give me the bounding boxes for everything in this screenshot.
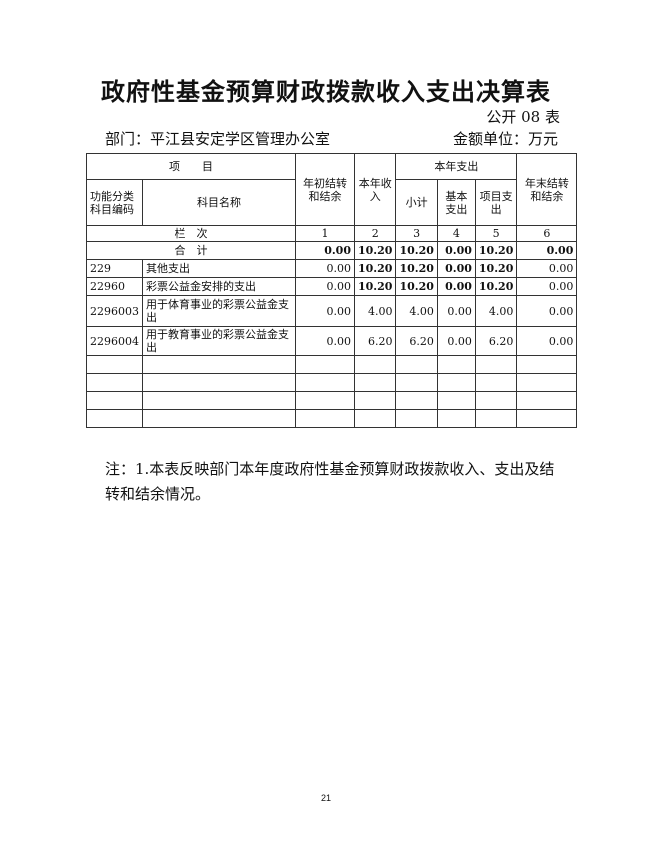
cell: 0.00	[436, 277, 476, 296]
header-c1: 年初结转和结余	[295, 153, 355, 226]
cell: 0.00	[295, 277, 355, 296]
header-code: 功能分类科目编码	[86, 179, 143, 226]
empty-row	[86, 409, 578, 428]
header-c2: 本年收入	[353, 153, 397, 226]
seq-label: 栏 次	[86, 225, 296, 242]
cell: 0.00	[436, 241, 476, 260]
cell-name: 彩票公益金安排的支出	[142, 277, 296, 296]
table-row: 229 其他支出 0.00 10.20 10.20 0.00 10.20 0.0…	[86, 259, 578, 278]
cell: 4.00	[395, 295, 438, 327]
table-row: 2296003 用于体育事业的彩票公益金支出 0.00 4.00 4.00 0.…	[86, 295, 578, 327]
header-expense: 本年支出	[395, 153, 518, 180]
header-c6: 年末结转和结余	[516, 153, 578, 226]
seq-4: 4	[436, 225, 476, 242]
cell: 0.00	[516, 277, 578, 296]
cell: 10.20	[353, 241, 397, 260]
cell: 0.00	[295, 259, 355, 278]
header-c5: 项目支出	[474, 179, 518, 226]
header-item: 项 目	[86, 153, 296, 180]
seq-3: 3	[395, 225, 438, 242]
cell: 10.20	[353, 259, 397, 278]
header-c3: 小计	[395, 179, 438, 226]
header-name: 科目名称	[142, 179, 296, 226]
seq-6: 6	[516, 225, 578, 242]
cell-code: 2296004	[86, 326, 143, 356]
cell: 0.00	[516, 326, 578, 356]
footnote: 注：1.本表反映部门本年度政府性基金预算财政拨款收入、支出及结转和结余情况。	[105, 460, 555, 503]
cell: 10.20	[395, 241, 438, 260]
cell-name: 用于教育事业的彩票公益金支出	[142, 326, 296, 356]
cell: 4.00	[474, 295, 518, 327]
cell: 10.20	[353, 277, 397, 296]
cell: 6.20	[395, 326, 438, 356]
seq-2: 2	[353, 225, 397, 242]
cell: 0.00	[516, 259, 578, 278]
cell: 0.00	[295, 326, 355, 356]
fund-table: 项 目 年初结转和结余 本年收入 本年支出 年末结转和结余 功能分类科目编码 科…	[86, 153, 578, 428]
cell: 10.20	[474, 259, 518, 278]
table-row: 22960 彩票公益金安排的支出 0.00 10.20 10.20 0.00 1…	[86, 277, 578, 296]
cell: 10.20	[395, 277, 438, 296]
cell: 0.00	[436, 295, 476, 327]
cell: 0.00	[295, 295, 355, 327]
cell: 4.00	[353, 295, 397, 327]
header-c4: 基本支出	[436, 179, 476, 226]
cell: 10.20	[395, 259, 438, 278]
cell: 0.00	[516, 295, 578, 327]
cell: 10.20	[474, 241, 518, 260]
seq-1: 1	[295, 225, 355, 242]
cell-name: 其他支出	[142, 259, 296, 278]
empty-row	[86, 391, 578, 410]
cell-code: 229	[86, 259, 143, 278]
cell: 10.20	[474, 277, 518, 296]
table-row: 2296004 用于教育事业的彩票公益金支出 0.00 6.20 6.20 0.…	[86, 326, 578, 356]
cell-code: 2296003	[86, 295, 143, 327]
seq-5: 5	[474, 225, 518, 242]
cell-code: 22960	[86, 277, 143, 296]
empty-row	[86, 355, 578, 374]
total-label: 合 计	[86, 241, 296, 260]
total-row: 合 计 0.00 10.20 10.20 0.00 10.20 0.00	[86, 241, 578, 260]
cell-name: 用于体育事业的彩票公益金支出	[142, 295, 296, 327]
cell: 0.00	[436, 259, 476, 278]
empty-row	[86, 373, 578, 392]
cell: 0.00	[436, 326, 476, 356]
cell: 6.20	[474, 326, 518, 356]
cell: 0.00	[295, 241, 355, 260]
page-title: 政府性基金预算财政拨款收入支出决算表	[101, 78, 551, 106]
cell: 0.00	[516, 241, 578, 260]
table-number: 公开 08 表	[486, 108, 560, 126]
department: 部门：平江县安定学区管理办公室	[105, 130, 331, 148]
amount-unit: 金额单位：万元	[452, 130, 558, 148]
page-number: 21	[320, 793, 331, 803]
cell: 6.20	[353, 326, 397, 356]
